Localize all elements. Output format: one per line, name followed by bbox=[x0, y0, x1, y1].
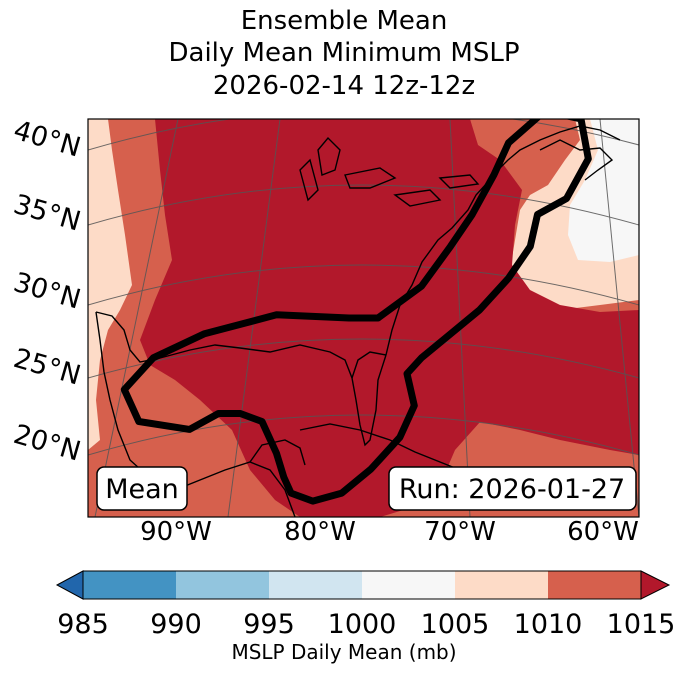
lat-label-25: 25°N bbox=[10, 343, 84, 392]
great-lakes bbox=[299, 136, 480, 207]
chart-title-line2: Daily Mean Minimum MSLP bbox=[168, 38, 520, 68]
colorbar-tick-1005: 1005 bbox=[421, 609, 490, 640]
lat-label-35: 35°N bbox=[10, 189, 84, 238]
lat-label-20: 20°N bbox=[10, 419, 84, 468]
parallel-35 bbox=[88, 184, 639, 226]
lon-label-80: 80°W bbox=[284, 517, 356, 547]
meridian-60 bbox=[599, 119, 639, 517]
parallel-30 bbox=[88, 264, 639, 306]
parallel-40 bbox=[88, 119, 639, 151]
lat-label-40: 40°N bbox=[10, 115, 84, 164]
lon-label-60: 60°W bbox=[567, 517, 639, 547]
lat-label-30: 30°N bbox=[10, 267, 84, 316]
colorbar-bin-985 bbox=[83, 571, 176, 599]
colorbar-tick-990: 990 bbox=[150, 609, 202, 640]
colorbar-tick-1015: 1015 bbox=[607, 609, 676, 640]
colorbar-label: MSLP Daily Mean (mb) bbox=[231, 640, 457, 664]
lon-label-70: 70°W bbox=[424, 517, 496, 547]
coast-gulf bbox=[95, 311, 387, 447]
coast-yucatan bbox=[249, 439, 306, 466]
colorbar: 985 990 995 1000 1005 1010 1015 bbox=[55, 570, 676, 640]
coast-atlantic bbox=[385, 125, 621, 356]
parallel-20 bbox=[88, 414, 639, 456]
coast-nova-scotia bbox=[539, 139, 614, 181]
colorbar-bin-1005 bbox=[455, 571, 548, 599]
parallel-25 bbox=[88, 338, 639, 379]
colorbar-tick-985: 985 bbox=[57, 609, 109, 640]
pressure-contour bbox=[120, 119, 592, 505]
colorbar-tick-1000: 1000 bbox=[328, 609, 397, 640]
chart-title-line1: Ensemble Mean bbox=[240, 6, 448, 36]
colorbar-extend-under bbox=[55, 570, 84, 600]
longitude-labels: 90°W 80°W 70°W 60°W bbox=[140, 517, 639, 547]
latitude-labels: 40°N 35°N 30°N 25°N 20°N bbox=[10, 115, 84, 468]
colorbar-bin-1010 bbox=[548, 571, 641, 599]
region-1005-west bbox=[88, 119, 132, 450]
meridian-70 bbox=[449, 119, 471, 517]
colorbar-tick-1010: 1010 bbox=[514, 609, 583, 640]
colorbar-bin-990 bbox=[176, 571, 269, 599]
run-label-box: Run: 2026-01-27 bbox=[388, 466, 637, 511]
run-label: Run: 2026-01-27 bbox=[399, 474, 625, 505]
colorbar-bin-1000 bbox=[362, 571, 455, 599]
map-frame bbox=[87, 118, 640, 518]
graticule bbox=[88, 119, 639, 517]
coast-florida bbox=[351, 351, 387, 379]
mean-label: Mean bbox=[105, 474, 179, 505]
chart-title-line3: 2026-02-14 12z-12z bbox=[212, 71, 476, 101]
region-1015 bbox=[140, 119, 639, 517]
coastlines bbox=[95, 125, 621, 517]
colorbar-bin-995 bbox=[269, 571, 362, 599]
lon-label-90: 90°W bbox=[140, 517, 212, 547]
meridian-90 bbox=[94, 119, 179, 517]
colorbar-extend-over bbox=[640, 570, 671, 600]
colorbar-tick-995: 995 bbox=[243, 609, 295, 640]
region-1000 bbox=[568, 119, 639, 262]
mean-label-box: Mean bbox=[96, 466, 188, 511]
